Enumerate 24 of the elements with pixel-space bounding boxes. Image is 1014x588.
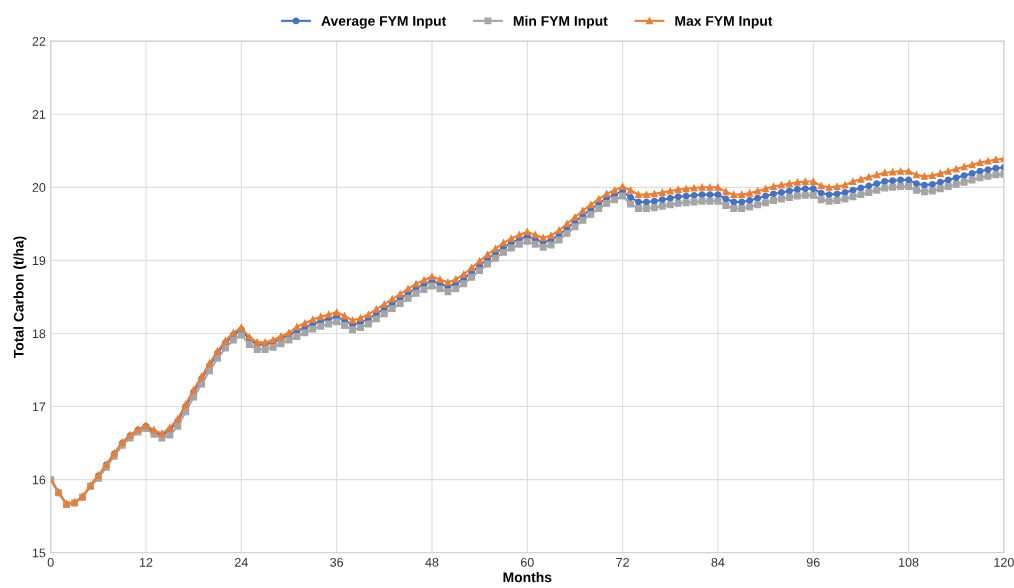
legend-label: Min FYM Input bbox=[513, 15, 608, 29]
x-tick-label: 0 bbox=[47, 557, 54, 567]
x-tick-label: 24 bbox=[235, 557, 248, 567]
y-tick-label: 17 bbox=[32, 402, 46, 412]
y-axis-title: Total Carbon (t/ha) bbox=[13, 236, 27, 358]
legend-label: Max FYM Input bbox=[675, 16, 773, 29]
x-tick-label: 84 bbox=[711, 557, 725, 567]
x-tick-label: 60 bbox=[520, 557, 534, 567]
x-axis-title: Months bbox=[503, 572, 552, 583]
y-tick-label: 16 bbox=[32, 475, 46, 485]
x-tick-label: 96 bbox=[806, 557, 820, 567]
x-tick-label: 36 bbox=[330, 557, 344, 567]
x-tick-label: 120 bbox=[994, 557, 1014, 567]
y-tick-label: 19 bbox=[32, 256, 46, 266]
y-tick-label: 22 bbox=[32, 36, 46, 46]
legend-label: Average FYM Input bbox=[321, 16, 447, 29]
x-tick-label: 48 bbox=[425, 557, 439, 567]
x-tick-label: 108 bbox=[899, 557, 919, 567]
x-tick-label: 72 bbox=[616, 557, 629, 567]
y-tick-label: 21 bbox=[32, 110, 46, 119]
y-tick-label: 18 bbox=[32, 329, 46, 339]
y-tick-label: 20 bbox=[32, 183, 46, 192]
y-tick-label: 15 bbox=[32, 548, 46, 558]
x-tick-label: 12 bbox=[140, 557, 153, 567]
